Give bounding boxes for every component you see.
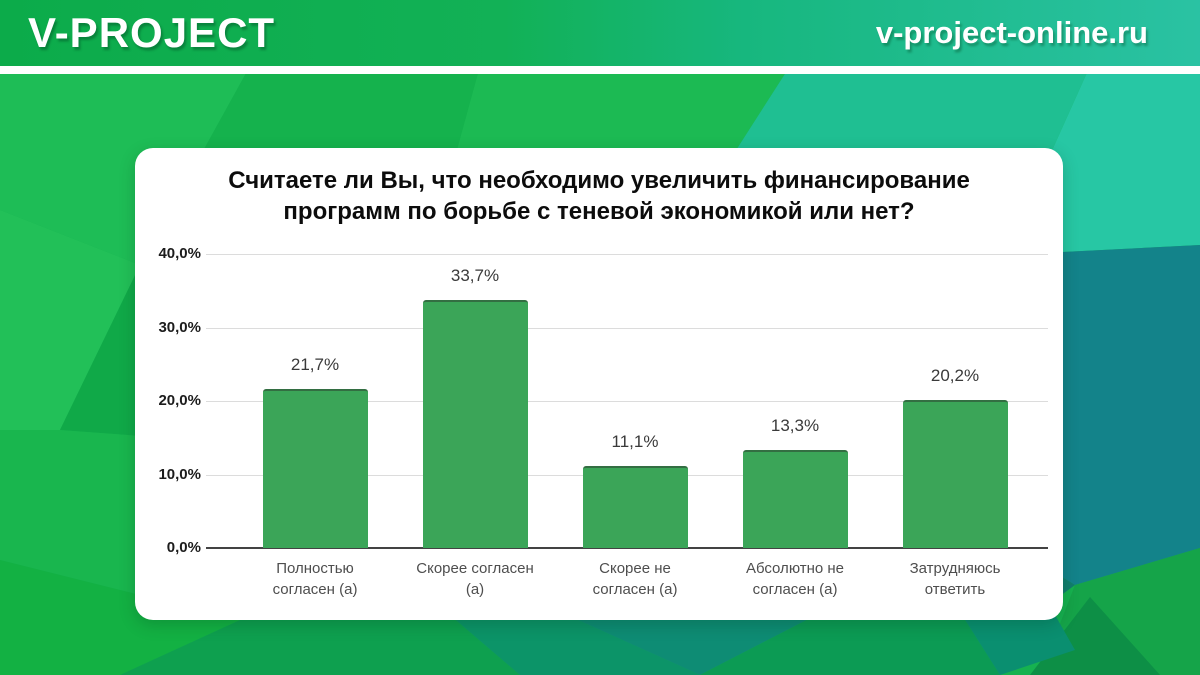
- x-axis-category-line: согласен (а): [752, 581, 838, 598]
- y-axis-tick-label: 20,0%: [158, 392, 201, 409]
- x-axis-category-label: Полностью согласен (а): [230, 558, 400, 600]
- bar-chart-plot: 0,0% 10,0% 20,0% 30,0% 40,0% 21,7% Полностью со…: [135, 148, 1063, 620]
- chart-title: Считаете ли Вы, что необходимо увеличить…: [135, 165, 1063, 227]
- y-axis-tick-label: 0,0%: [166, 539, 201, 556]
- x-axis-line: [206, 547, 1048, 549]
- gridline: [206, 254, 1048, 255]
- x-axis-category-label: Скорее не согласен (а): [550, 558, 720, 600]
- bar-value-label: 33,7%: [450, 266, 500, 286]
- x-axis-category-line: согласен (а): [592, 581, 678, 598]
- chart-bar: [423, 300, 528, 548]
- bar-value-label: 13,3%: [770, 416, 820, 436]
- x-axis-category-line: (а): [465, 581, 485, 598]
- bar-value-label: 20,2%: [930, 365, 980, 385]
- bar-value-label: 11,1%: [611, 432, 659, 452]
- chart-bar: [743, 450, 848, 548]
- y-axis-tick-label: 30,0%: [158, 318, 201, 336]
- x-axis-category-line: Скорее согласен: [416, 560, 534, 577]
- gridline: [206, 327, 1048, 329]
- bar-value-label: 21,7%: [290, 354, 340, 374]
- y-axis-tick-label: 40,0%: [158, 245, 201, 262]
- brand-logo: V-PROJECT: [28, 9, 276, 56]
- x-axis-category-line: ответить: [924, 581, 986, 598]
- x-axis-category-line: согласен (а): [272, 581, 358, 598]
- header-divider: [0, 66, 1200, 74]
- x-axis-category-label: Абсолютно не согласен (а): [710, 558, 880, 600]
- site-url: v-project-online.ru: [875, 15, 1148, 50]
- x-axis-category-line: Скорее не: [599, 560, 671, 577]
- chart-bar: [903, 399, 1008, 548]
- chart-bar: [263, 388, 368, 548]
- x-axis-category-label: Скорее согласен (а): [390, 558, 560, 600]
- x-axis-category-line: Полностью: [276, 560, 354, 577]
- x-axis-category-line: Абсолютно не: [745, 560, 845, 577]
- header-bar: V-PROJECT v-project-online.ru: [0, 0, 1200, 66]
- x-axis-category-label: Затрудняюсь ответить: [870, 558, 1040, 600]
- chart-title-line1: Считаете ли Вы, что необходимо увеличить…: [228, 167, 970, 194]
- y-axis-tick-label: 10,0%: [158, 465, 201, 483]
- chart-card: Считаете ли Вы, что необходимо увеличить…: [135, 148, 1063, 620]
- chart-bar: [583, 466, 688, 548]
- gridline: [206, 401, 1048, 402]
- chart-title-line2: программ по борьбе с теневой экономикой …: [283, 198, 915, 225]
- x-axis-category-line: Затрудняюсь: [909, 560, 1001, 577]
